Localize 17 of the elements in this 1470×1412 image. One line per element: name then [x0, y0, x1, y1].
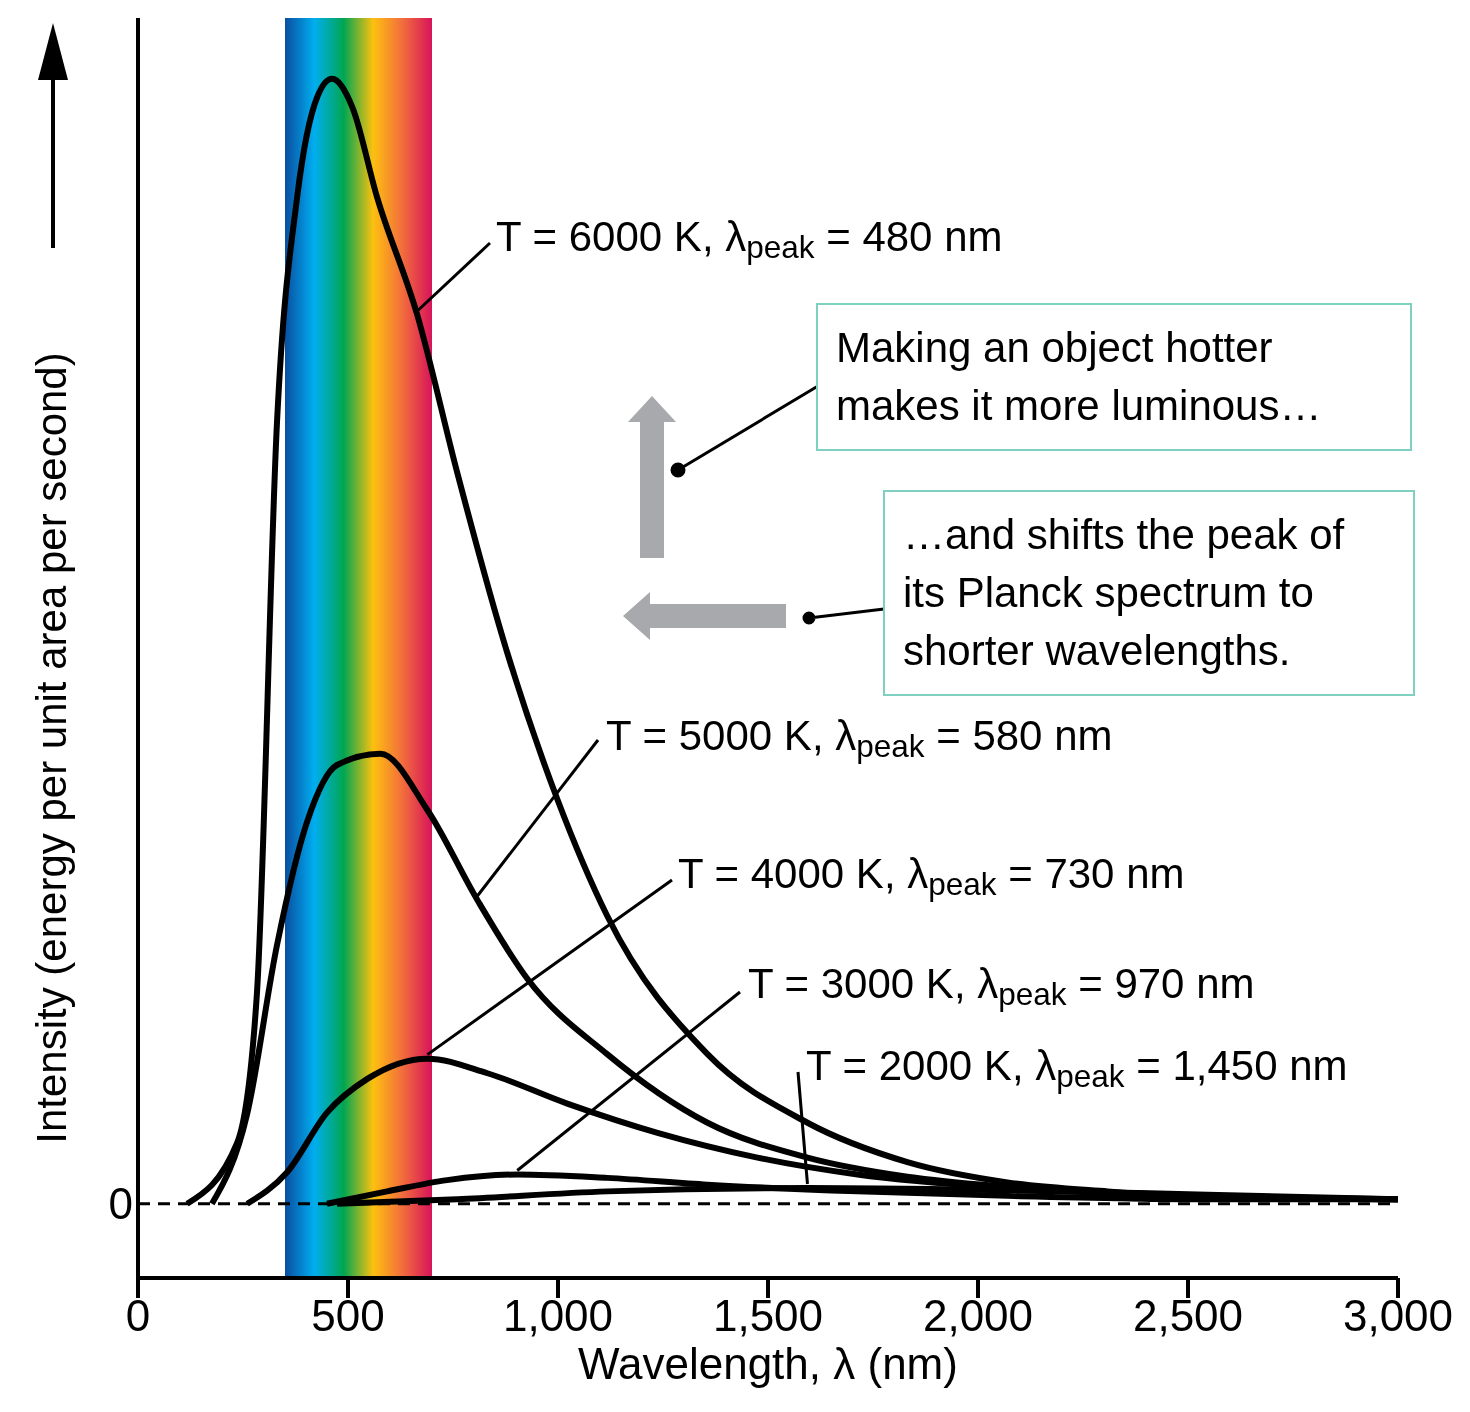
x-tick-label: 2,000 [922, 1291, 1034, 1341]
text: T = 2000 K, λ$_{peak}$ = 1,450 nm [806, 1042, 1348, 1095]
text: T = 5000 K, λ$_{peak}$ = 580 nm [606, 712, 1113, 765]
x-tick-label: 500 [311, 1291, 385, 1341]
text: T = 3000 K, λ$_{peak}$ = 970 nm [748, 960, 1255, 1013]
x-axis-title: Wavelength, λ (nm) [578, 1339, 958, 1388]
x-tick-label: 0 [125, 1291, 151, 1341]
x-tick-label: 1,500 [712, 1291, 824, 1341]
x-tick-label: 3,000 [1342, 1291, 1454, 1341]
annotation: …and shifts the peak of its Planck spectrum to shorter wavelengths. [883, 490, 1415, 696]
annotation: Making an object hotter makes it more luminous… [816, 303, 1412, 451]
text: T = 4000 K, λ$_{peak}$ = 730 nm [678, 850, 1185, 903]
text: T = 6000 K, λ$_{peak}$ = 480 nm [496, 213, 1003, 266]
x-tick-label: 1,000 [502, 1291, 614, 1341]
y-axis-title: Intensity (energy per unit area per second) [28, 352, 75, 1144]
x-tick-label: 2,500 [1132, 1291, 1244, 1341]
ref-line-label: 0 [108, 1179, 133, 1229]
